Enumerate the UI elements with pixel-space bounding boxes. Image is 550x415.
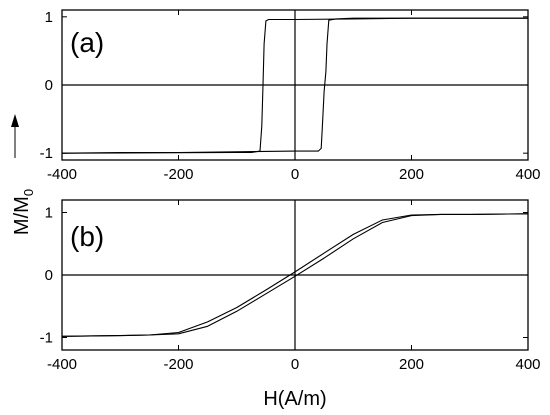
panel-b-x-tick-label: 200 <box>399 356 424 373</box>
panel-a-x-tick-label: 200 <box>399 166 424 183</box>
panel-b-series-descending <box>61 213 529 337</box>
panel-b: -400 -200 0 200 400 -1 0 1 (b) <box>40 199 541 373</box>
y-axis-title-subscript: 0 <box>21 189 36 196</box>
x-axis-title: H(A/m) <box>263 388 326 410</box>
panel-a-frame <box>61 9 529 161</box>
panel-b-label: (b) <box>70 221 104 252</box>
panel-a-x-tick-label: -400 <box>47 166 77 183</box>
panel-b-y-tick-label: -1 <box>40 330 53 347</box>
panel-a-y-tick-label: -1 <box>40 145 53 162</box>
panel-b-y-tick-label: 1 <box>45 205 53 222</box>
y-axis-title: M/M0 <box>11 189 36 235</box>
panel-b-x-tick-label: 0 <box>291 356 299 373</box>
panel-a-x-tick-label: -200 <box>163 166 193 183</box>
y-axis-title-arrowhead <box>11 114 19 127</box>
y-axis-title-main: M/M <box>11 196 33 235</box>
panel-b-x-tick-label: -200 <box>163 356 193 373</box>
panel-a-series-descending <box>61 17 528 154</box>
panel-a-y-tick-label: 0 <box>45 77 53 94</box>
panel-b-x-tick-label: -400 <box>47 356 77 373</box>
panel-a-x-tick-label: 400 <box>515 166 540 183</box>
panel-a: -400 -200 0 200 400 -1 0 1 (a) <box>40 9 541 183</box>
panel-b-y-tick-label: 0 <box>45 267 53 284</box>
panel-b-x-tick-label: 400 <box>515 356 540 373</box>
panel-a-x-tick-label: 0 <box>291 166 299 183</box>
panel-a-y-tick-label: 1 <box>45 9 53 26</box>
panel-b-frame <box>61 199 529 351</box>
panel-a-label: (a) <box>70 27 104 58</box>
